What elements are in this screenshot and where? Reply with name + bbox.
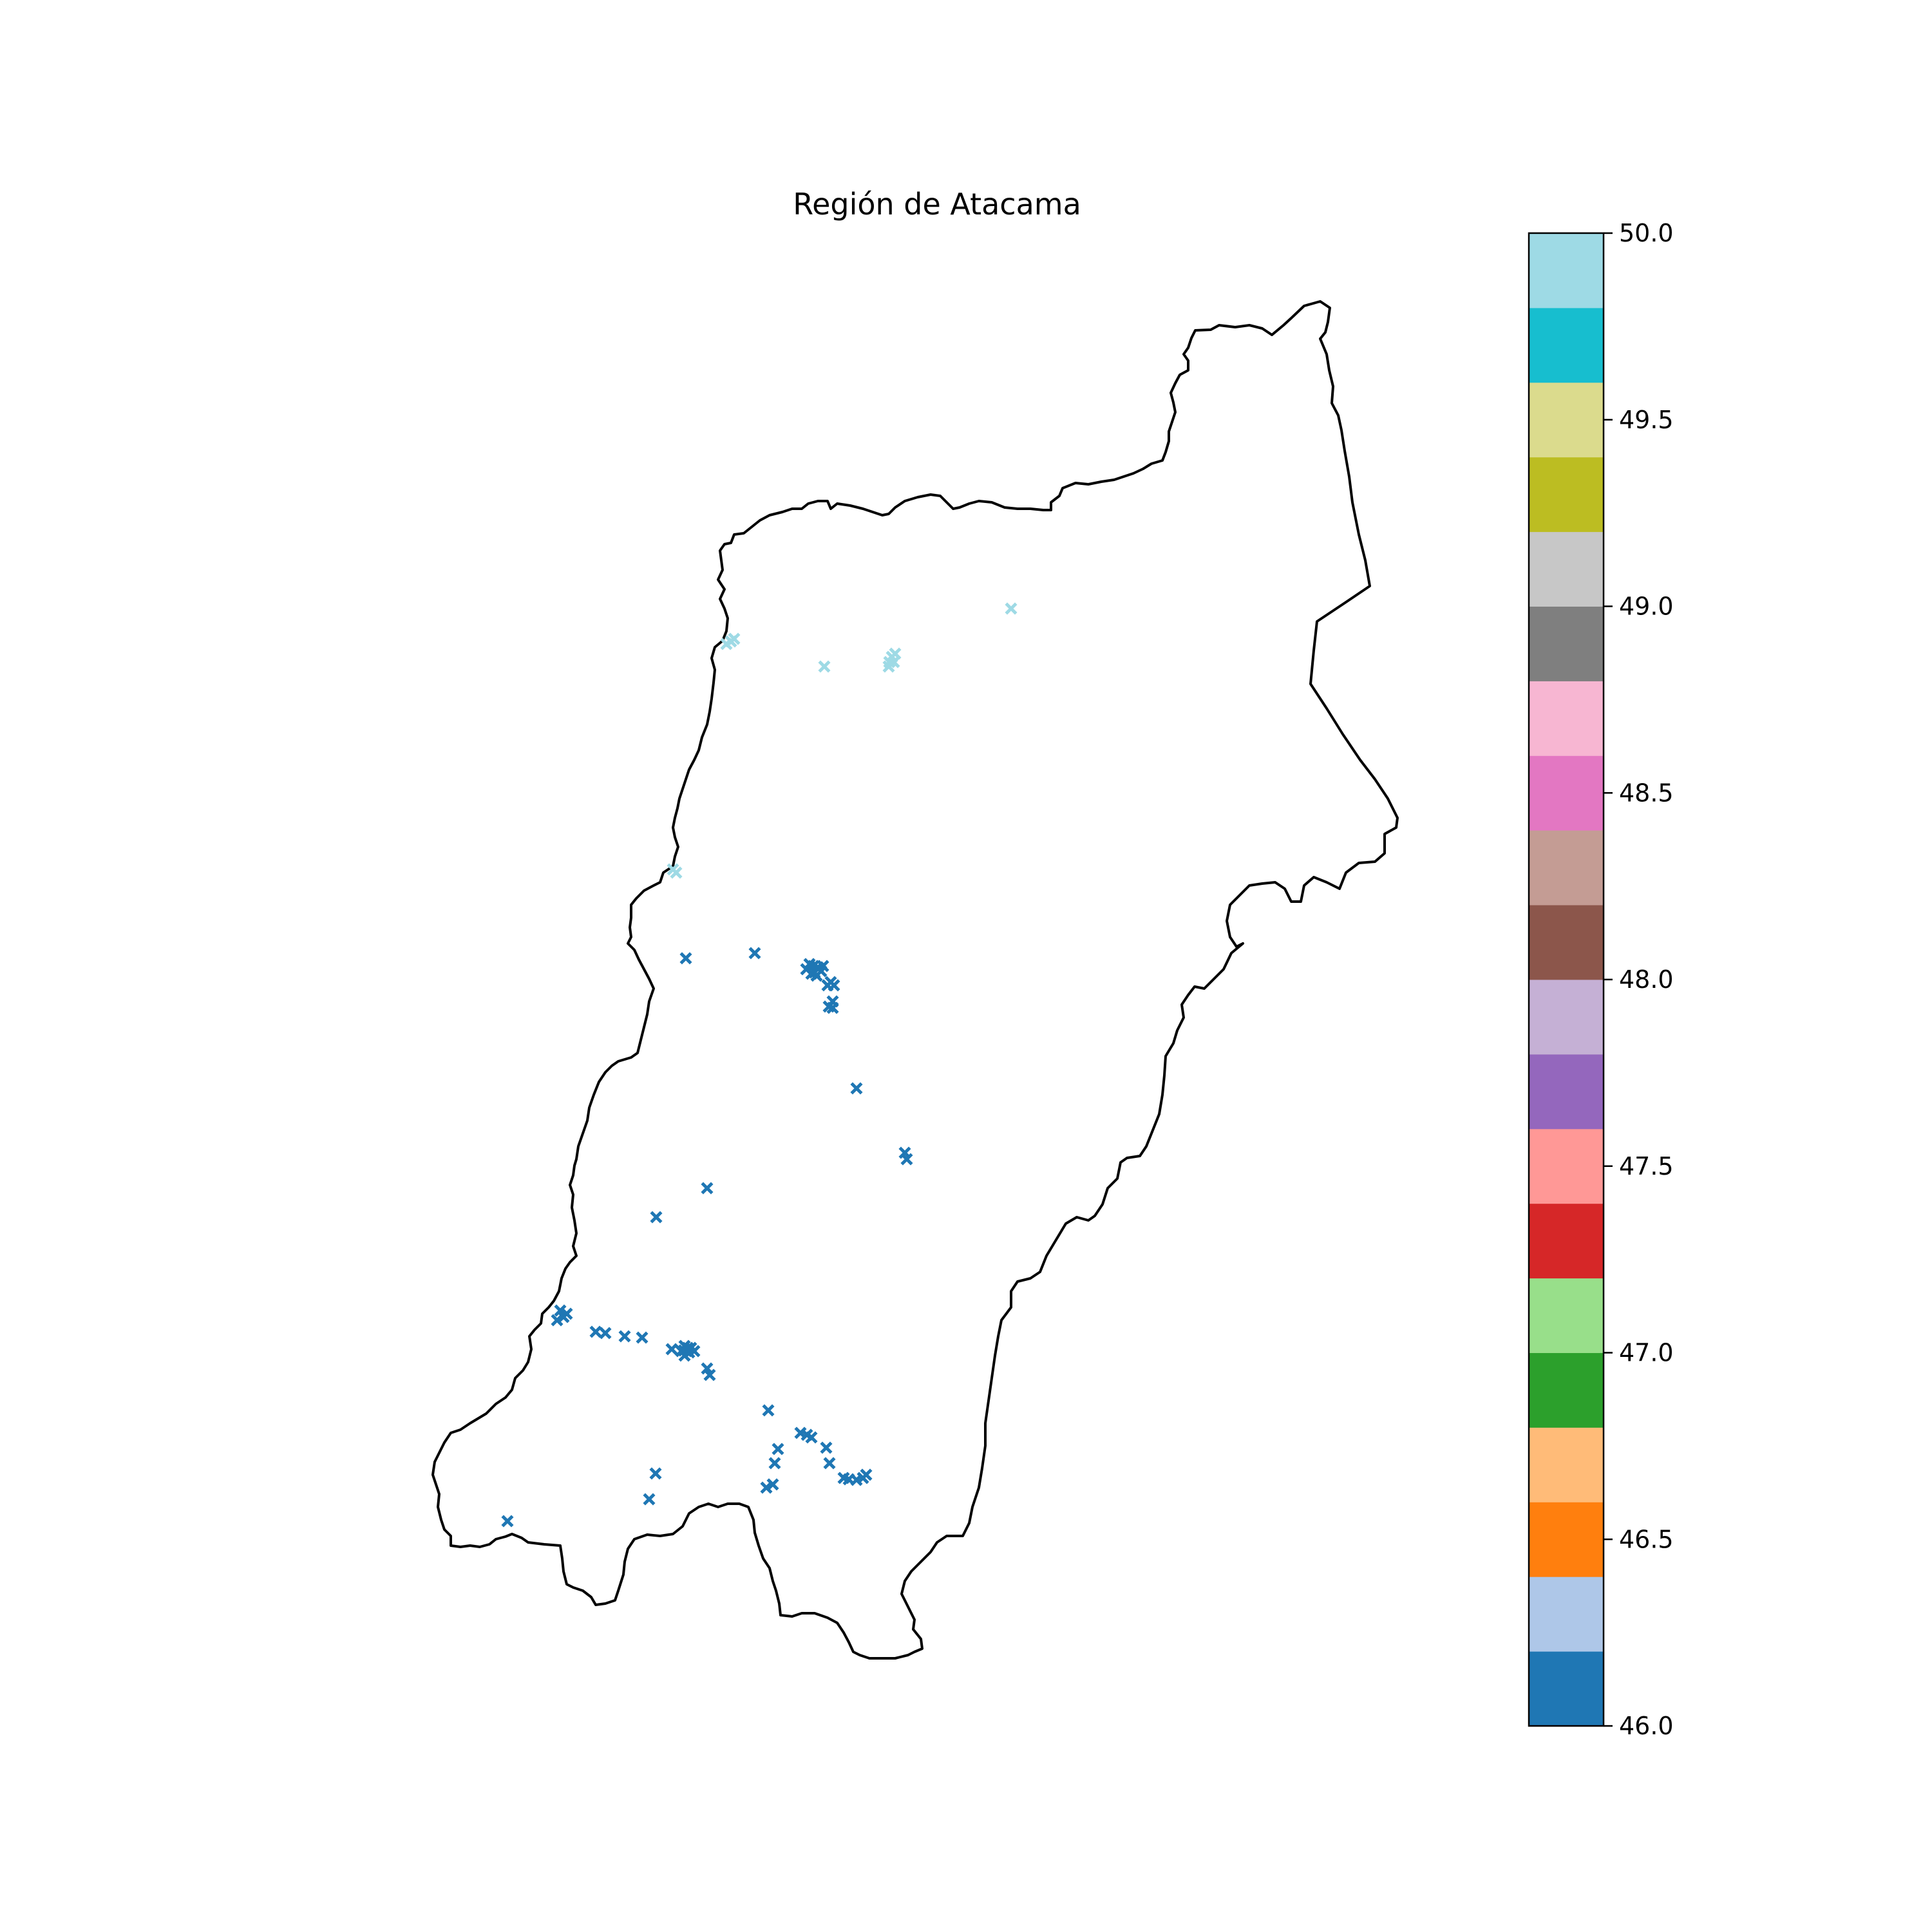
- station-marker: [860, 1468, 873, 1481]
- station-marker: [900, 1153, 913, 1166]
- colorbar-swatch: [1529, 980, 1604, 1055]
- colorbar: 46.0 46.5 47.0 47.5 48.0 48.5 49.0 49.5 50.0: [1528, 219, 1674, 1740]
- colorbar-swatch: [1529, 457, 1604, 533]
- station-marker: [823, 1457, 836, 1470]
- colorbar-swatch: [1529, 1128, 1604, 1204]
- station-marker: [728, 632, 741, 645]
- station-marker: [701, 1182, 714, 1195]
- station-marker: [805, 1431, 818, 1444]
- colorbar-swatches: [1529, 233, 1604, 1727]
- station-marker: [589, 1325, 602, 1338]
- station-marker: [818, 660, 831, 673]
- colorbar-swatch: [1529, 1054, 1604, 1130]
- station-marker: [822, 1000, 835, 1013]
- station-marker: [817, 960, 829, 972]
- colorbar-swatch: [1529, 1577, 1604, 1652]
- station-marker: [649, 1467, 662, 1480]
- map-title: Región de Atacama: [793, 187, 1081, 222]
- station-marker: [889, 647, 902, 660]
- colorbar-swatch: [1529, 1427, 1604, 1502]
- colorbar-swatch: [1529, 1651, 1604, 1727]
- station-marker: [560, 1307, 573, 1320]
- station-marker: [768, 1457, 781, 1470]
- station-marker: [748, 947, 761, 960]
- station-marker: [720, 638, 733, 650]
- station-marker: [766, 1478, 779, 1491]
- station-marker: [665, 1343, 678, 1356]
- station-marker: [667, 863, 679, 876]
- colorbar-tick-label: 48.0: [1619, 965, 1674, 994]
- colorbar-swatch: [1529, 681, 1604, 756]
- colorbar-swatch: [1529, 1352, 1604, 1428]
- colorbar-tick-label: 46.5: [1619, 1525, 1674, 1553]
- colorbar-swatch: [1529, 1278, 1604, 1353]
- colorbar-tick-label: 48.5: [1619, 779, 1674, 807]
- station-marker: [688, 1345, 701, 1358]
- station-marker: [650, 1211, 663, 1224]
- colorbar-tick-label: 50.0: [1619, 219, 1674, 247]
- colorbar-swatch: [1529, 382, 1604, 458]
- colorbar-swatch: [1529, 307, 1604, 383]
- colorbar-swatch: [1529, 905, 1604, 980]
- station-marker: [820, 1441, 833, 1454]
- station-marker: [678, 1349, 691, 1362]
- station-marker: [636, 1331, 649, 1344]
- colorbar-tick-label: 47.5: [1619, 1152, 1674, 1180]
- colorbar-ticks: 46.0 46.5 47.0 47.5 48.0 48.5 49.0 49.5 50.0: [1604, 219, 1674, 1740]
- colorbar-swatch: [1529, 1203, 1604, 1279]
- colorbar-swatch: [1529, 606, 1604, 681]
- station-markers: [501, 602, 1018, 1528]
- station-marker: [772, 1443, 784, 1455]
- station-marker: [679, 952, 692, 965]
- colorbar-swatch: [1529, 1502, 1604, 1577]
- colorbar-tick-label: 46.0: [1619, 1712, 1674, 1740]
- station-marker: [501, 1515, 514, 1528]
- station-marker: [850, 1082, 863, 1095]
- colorbar-tick-label: 49.5: [1619, 406, 1674, 434]
- colorbar-swatch: [1529, 531, 1604, 607]
- station-marker: [599, 1327, 612, 1340]
- region-boundary: [431, 300, 1399, 1660]
- station-marker: [1005, 602, 1018, 615]
- station-marker: [703, 1368, 716, 1381]
- station-marker: [810, 969, 823, 982]
- station-marker: [883, 656, 896, 668]
- colorbar-tick-label: 49.0: [1619, 592, 1674, 621]
- station-marker: [821, 979, 834, 992]
- station-marker: [643, 1493, 656, 1506]
- colorbar-swatch: [1529, 233, 1604, 308]
- colorbar-swatch: [1529, 830, 1604, 905]
- station-marker: [618, 1330, 631, 1343]
- colorbar-tick-label: 47.0: [1619, 1339, 1674, 1367]
- station-marker: [762, 1404, 775, 1417]
- colorbar-swatch: [1529, 755, 1604, 831]
